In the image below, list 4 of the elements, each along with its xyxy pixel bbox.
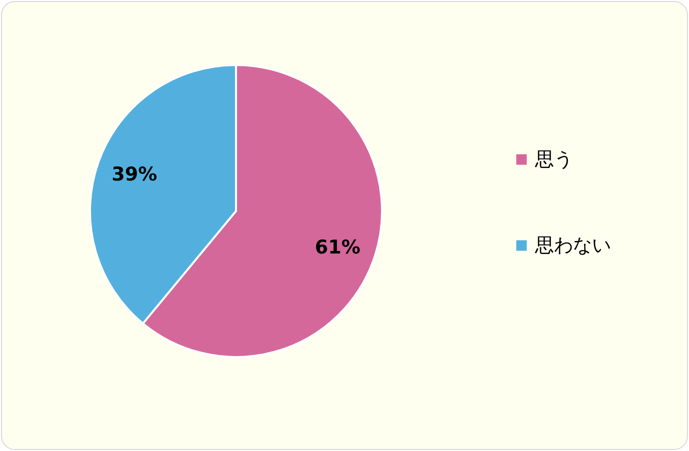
legend-label: 思わない [534, 234, 611, 256]
data-label: 61% [314, 236, 360, 259]
legend-label: 思う [534, 148, 573, 170]
data-label: 39% [112, 163, 158, 186]
